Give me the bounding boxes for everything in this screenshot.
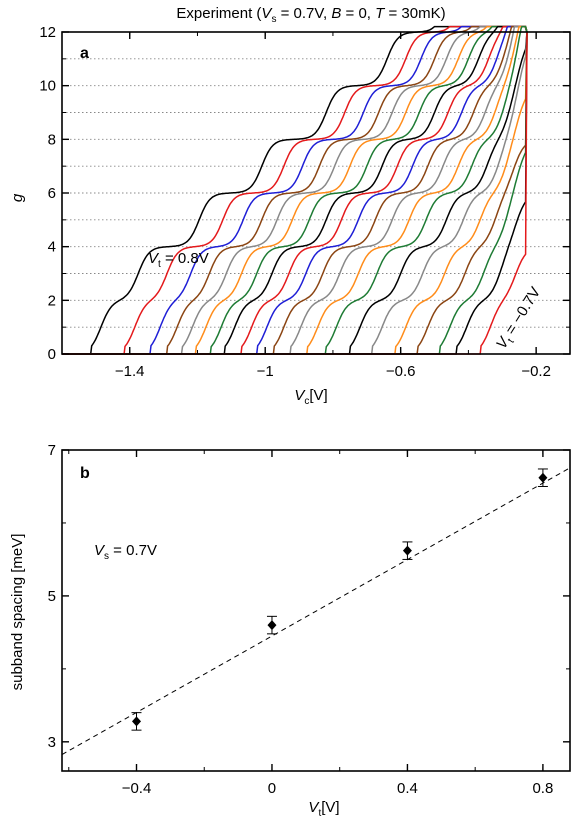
chart-b-panel-letter: b: [80, 465, 90, 482]
x-tick-label: 0: [268, 780, 276, 797]
chart-b-ylabel: subband spacing [meV]: [9, 534, 26, 691]
y-tick-label: 10: [39, 78, 56, 95]
y-tick-label: 5: [48, 588, 56, 605]
y-tick-label: 0: [48, 346, 56, 363]
y-tick-label: 12: [39, 24, 56, 41]
y-tick-label: 4: [48, 239, 56, 256]
chart-a-title: Experiment (Vs = 0.7V, B = 0, T = 30mK): [176, 5, 445, 25]
chart-a-xlabel: Vc[V]: [294, 387, 327, 407]
chart-a-ticks: −1.4 −1 −0.6 −0.2 0 2 4 6 8 10 12: [39, 24, 570, 380]
chart-a-ylabel: g: [9, 193, 26, 202]
x-tick-label: −0.2: [521, 363, 551, 380]
chart-b-xlabel: Vt[V]: [308, 799, 339, 819]
chart-a-curves: [62, 25, 528, 355]
y-tick-label: 6: [48, 185, 56, 202]
chart-b-points: [131, 468, 548, 731]
chart-b-fit-line: [61, 467, 571, 755]
x-tick-label: −0.4: [122, 780, 152, 797]
data-point: [267, 620, 277, 631]
conductance-curve: [62, 25, 528, 355]
data-point: [538, 472, 548, 483]
chart-a-panel-letter: a: [80, 45, 89, 62]
annotation-vt-top: Vt = 0.8V: [148, 250, 209, 270]
chart-b-ticks: −0.4 0 0.4 0.8 3 5 7: [48, 442, 570, 797]
annotation-vs: Vs = 0.7V: [94, 542, 157, 562]
panel-b: −0.4 0 0.4 0.8 3 5 7 b subband spacing [meV] V…: [9, 442, 571, 819]
y-tick-label: 3: [48, 734, 56, 751]
chart-b-plot-frame: [61, 449, 571, 772]
conductance-curve: [62, 25, 528, 355]
x-tick-label: −1: [257, 363, 274, 380]
fit-line: [61, 467, 571, 755]
y-tick-label: 8: [48, 131, 56, 148]
x-tick-label: 0.8: [532, 780, 553, 797]
data-point: [402, 545, 412, 556]
x-tick-label: −0.6: [386, 363, 416, 380]
panel-a: Experiment (Vs = 0.7V, B = 0, T = 30mK) …: [9, 5, 571, 407]
chart-a-gridlines: [62, 58, 570, 328]
data-point: [132, 716, 142, 727]
x-tick-label: −1.4: [115, 363, 145, 380]
y-tick-label: 2: [48, 292, 56, 309]
annotation-vt-bottom: Vt = −0.7V: [493, 284, 547, 354]
x-tick-label: 0.4: [397, 780, 418, 797]
y-tick-label: 7: [48, 442, 56, 459]
